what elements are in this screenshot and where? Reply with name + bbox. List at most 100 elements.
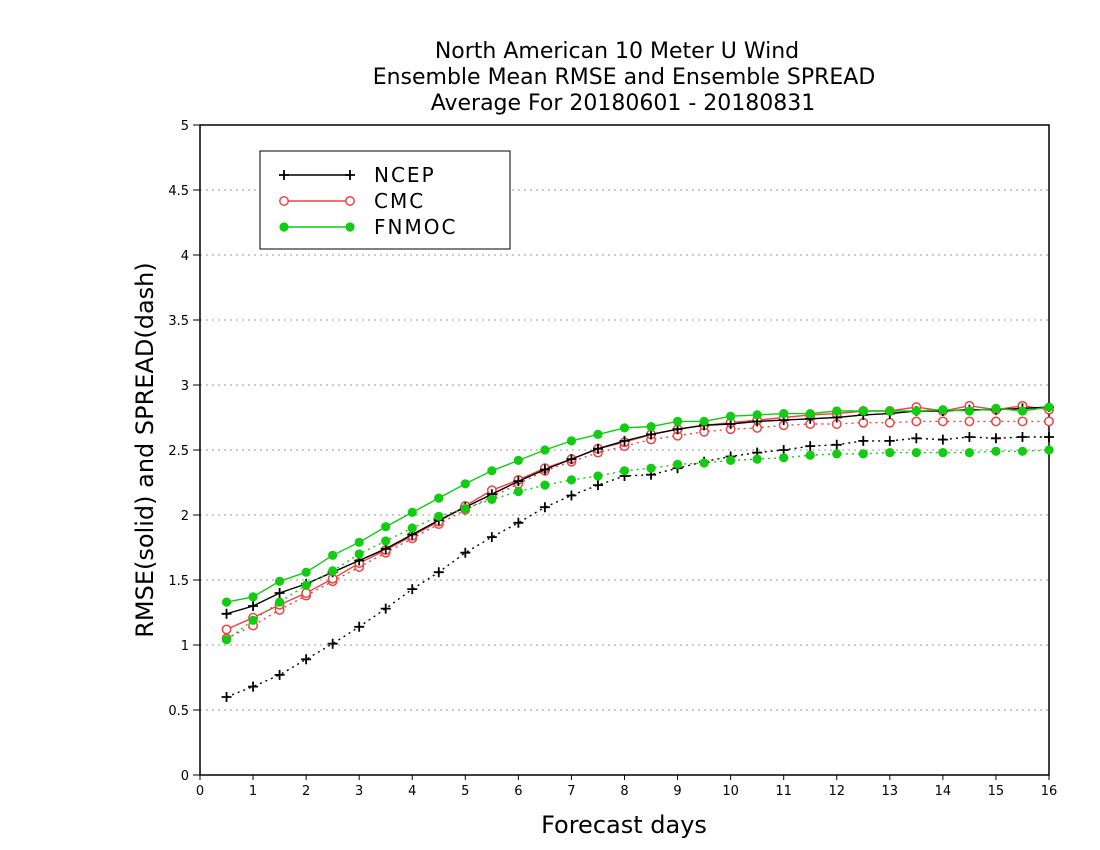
ncep-spread-point <box>221 692 232 702</box>
ncep-spread-point <box>1044 432 1054 442</box>
fnmoc-rmse-point <box>752 410 762 420</box>
fnmoc-rmse-point <box>911 406 921 416</box>
fnmoc-spread-point <box>248 615 258 625</box>
fnmoc-rmse-point <box>381 522 391 532</box>
ncep-spread-point <box>248 681 259 692</box>
y-tick-label: 1 <box>181 639 189 654</box>
ncep-rmse-point <box>566 454 577 465</box>
fnmoc-spread-point <box>301 580 311 590</box>
x-tick-label: 16 <box>1041 784 1058 799</box>
ncep-spread-point <box>831 439 842 450</box>
legend-label-ncep: NCEP <box>374 163 436 187</box>
fnmoc-spread-point <box>885 448 895 458</box>
fnmoc-rmse-point <box>513 455 523 465</box>
fnmoc-rmse-point <box>221 597 232 607</box>
ncep-rmse-point <box>539 464 550 475</box>
fnmoc-rmse-point <box>1044 402 1054 412</box>
fnmoc-spread-point <box>991 446 1001 456</box>
cmc-rmse-point <box>301 588 312 598</box>
ncep-spread-point <box>433 567 444 578</box>
fnmoc-rmse-point <box>619 423 630 433</box>
fnmoc-series <box>221 402 1054 645</box>
fnmoc-spread-point <box>672 459 683 469</box>
title-line-1: North American 10 Meter U Wind <box>435 39 799 64</box>
title-line-3: Average For 20180601 - 20180831 <box>431 91 816 116</box>
ncep-spread-point <box>964 432 975 442</box>
x-tick-label: 12 <box>828 784 845 799</box>
x-tick-label: 11 <box>775 784 792 799</box>
ncep-spread-point <box>566 490 577 501</box>
fnmoc-rmse-point <box>301 567 311 577</box>
fnmoc-rmse-point <box>434 493 444 503</box>
fnmoc-rmse-point <box>407 507 417 517</box>
fnmoc-spread-point <box>779 453 789 463</box>
fnmoc-rmse-point <box>540 445 550 455</box>
ncep-spread-point <box>354 621 365 632</box>
x-tick-label: 8 <box>620 784 628 799</box>
x-axis-ticks: 0 1 2 3 4 5 6 7 8 9 10 11 12 13 14 15 16 <box>196 775 1057 799</box>
fnmoc-spread-point <box>487 494 497 504</box>
ncep-spread-point <box>990 433 1001 444</box>
ncep-spread-point <box>1017 432 1028 442</box>
ncep-spread-point <box>407 584 418 595</box>
y-tick-label: 4 <box>181 249 189 264</box>
title-line-2: Ensemble Mean RMSE and Ensemble SPREAD <box>373 65 876 90</box>
y-tick-label: 4.5 <box>168 184 189 199</box>
x-tick-label: 10 <box>722 784 739 799</box>
fnmoc-spread-point <box>593 471 603 481</box>
legend-label-fnmoc: FNMOC <box>374 215 457 239</box>
ncep-spread-point <box>937 434 948 445</box>
ncep-spread-point <box>858 435 869 446</box>
fnmoc-spread-point <box>407 523 417 533</box>
ncep-spread-point <box>380 603 391 614</box>
fnmoc-spread-point <box>460 503 470 514</box>
fnmoc-rmse-point <box>964 406 975 416</box>
ncep-rmse-point <box>592 443 603 454</box>
fnmoc-spread-point <box>566 475 577 485</box>
fnmoc-spread-point <box>938 448 948 458</box>
cmc-spread-point <box>884 417 895 428</box>
cmc-spread-point <box>990 416 1001 427</box>
fnmoc-spread-point <box>805 450 815 460</box>
ncep-rmse-point <box>248 601 259 611</box>
series-layer <box>221 400 1054 702</box>
fnmoc-rmse-point <box>832 406 842 416</box>
fnmoc-spread-point <box>513 487 523 497</box>
ncep-spread-point <box>460 547 471 558</box>
ncep-rmse-point <box>619 435 630 446</box>
legend-marker-cmc <box>279 196 289 206</box>
fnmoc-rmse-point <box>805 409 815 419</box>
y-axis-label: RMSE(solid) and SPREAD(dash) <box>131 262 159 638</box>
fnmoc-rmse-point <box>1017 406 1028 416</box>
ncep-spread-point <box>513 517 524 528</box>
cmc-spread-point <box>937 416 948 427</box>
ncep-spread-point <box>911 433 922 444</box>
ncep-rmse-point <box>513 476 524 487</box>
x-tick-label: 5 <box>461 784 469 799</box>
fnmoc-rmse-point <box>328 550 338 560</box>
fnmoc-rmse-point <box>646 422 656 432</box>
fnmoc-spread-point <box>752 454 762 464</box>
cmc-spread-point <box>911 416 922 427</box>
y-tick-label: 3 <box>181 379 189 394</box>
ncep-spread-point <box>486 532 497 543</box>
fnmoc-rmse-point <box>726 411 736 421</box>
fnmoc-spread-point <box>858 449 868 459</box>
ncep-series <box>221 402 1054 702</box>
y-tick-label: 3.5 <box>168 314 189 329</box>
fnmoc-spread-point <box>619 466 630 476</box>
fnmoc-spread-point <box>381 536 391 546</box>
x-tick-label: 7 <box>567 784 575 799</box>
x-tick-label: 4 <box>408 784 416 799</box>
fnmoc-spread-line <box>226 449 1050 641</box>
x-tick-label: 0 <box>196 784 204 799</box>
fnmoc-rmse-point <box>274 576 285 586</box>
ncep-spread-point <box>327 638 338 649</box>
x-tick-label: 13 <box>882 784 899 799</box>
fnmoc-rmse-point <box>938 405 948 415</box>
x-tick-label: 6 <box>514 784 522 799</box>
fnmoc-rmse-point <box>991 403 1001 413</box>
fnmoc-spread-point <box>328 566 338 576</box>
